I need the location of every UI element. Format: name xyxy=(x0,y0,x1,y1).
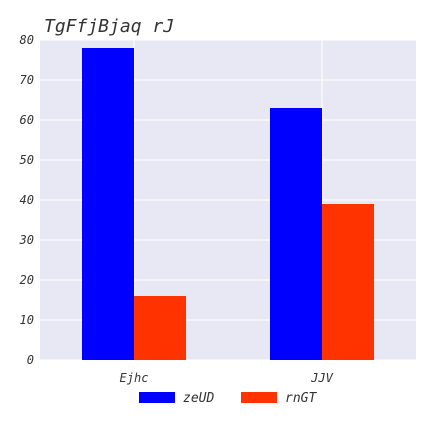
bar-rnGT-Ejhc xyxy=(134,296,186,360)
legend-label-rnGT: rnGT xyxy=(285,391,317,406)
y-tick-label: 70 xyxy=(20,73,34,87)
bar-zeUD-Ejhc xyxy=(82,48,134,360)
y-tick-label: 10 xyxy=(20,313,34,327)
y-tick-label: 60 xyxy=(20,113,34,127)
legend-label-zeUD: zeUD xyxy=(183,391,214,406)
chart-title: TgFfjBjaq rJ xyxy=(44,16,174,37)
bar-rnGT-JJV xyxy=(322,204,374,360)
legend-swatch-zeUD xyxy=(139,392,175,403)
y-tick-label: 80 xyxy=(20,33,34,47)
y-tick-label: 40 xyxy=(20,193,34,207)
x-tick-label: Ejhc xyxy=(120,371,149,385)
y-tick-label: 30 xyxy=(19,233,34,247)
y-tick-label: 0 xyxy=(27,353,34,367)
legend: zeUD rnGT xyxy=(139,391,317,406)
y-tick-label: 50 xyxy=(20,153,34,167)
bar-zeUD-JJV xyxy=(270,108,322,360)
x-axis-ticks: Ejhc JJV xyxy=(120,371,334,385)
y-axis-ticks: 0 10 20 30 40 50 60 70 80 xyxy=(19,33,34,367)
x-tick-label: JJV xyxy=(310,371,333,385)
legend-swatch-rnGT xyxy=(241,392,277,403)
y-tick-label: 20 xyxy=(20,273,34,287)
